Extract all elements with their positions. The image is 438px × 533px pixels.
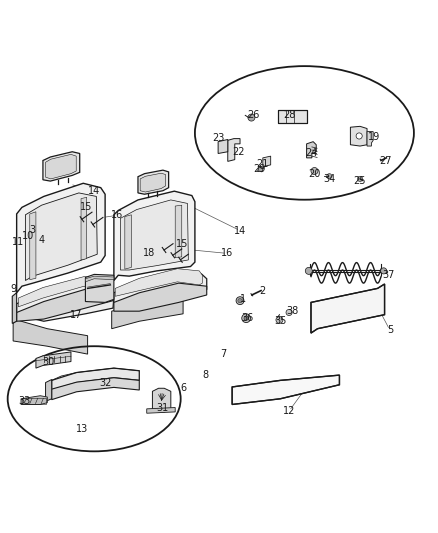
- Text: 23: 23: [212, 133, 224, 143]
- Polygon shape: [258, 167, 264, 172]
- Polygon shape: [18, 277, 110, 307]
- Circle shape: [381, 268, 387, 274]
- Text: 7: 7: [220, 349, 226, 359]
- Text: 5: 5: [387, 325, 393, 335]
- Polygon shape: [115, 269, 202, 296]
- Text: 14: 14: [234, 225, 246, 236]
- Circle shape: [357, 176, 363, 182]
- Text: 1: 1: [240, 294, 246, 304]
- Polygon shape: [232, 375, 339, 405]
- Circle shape: [244, 316, 248, 320]
- Circle shape: [242, 314, 251, 322]
- Polygon shape: [278, 110, 307, 123]
- Text: 17: 17: [70, 310, 82, 320]
- Text: 27: 27: [379, 156, 392, 166]
- Text: 14: 14: [88, 186, 100, 196]
- Text: 33: 33: [18, 397, 30, 406]
- Polygon shape: [52, 378, 139, 400]
- Circle shape: [258, 167, 263, 172]
- Text: 26: 26: [247, 109, 259, 119]
- Polygon shape: [12, 293, 17, 324]
- Text: 31: 31: [157, 403, 169, 413]
- Polygon shape: [17, 280, 114, 321]
- Polygon shape: [147, 408, 175, 413]
- Polygon shape: [21, 395, 47, 405]
- Text: 29: 29: [253, 164, 265, 174]
- Polygon shape: [263, 156, 271, 167]
- Text: 28: 28: [283, 109, 295, 119]
- Text: 13: 13: [76, 424, 88, 433]
- Circle shape: [327, 174, 332, 179]
- Text: 2: 2: [260, 286, 266, 296]
- Polygon shape: [17, 289, 113, 321]
- Bar: [22, 398, 46, 403]
- Circle shape: [236, 297, 244, 304]
- Text: 16: 16: [221, 248, 233, 259]
- Circle shape: [305, 268, 312, 274]
- Circle shape: [286, 310, 292, 316]
- Polygon shape: [46, 155, 76, 179]
- Polygon shape: [46, 379, 52, 401]
- Text: 21: 21: [257, 159, 269, 168]
- Polygon shape: [307, 142, 316, 158]
- Circle shape: [356, 133, 362, 139]
- Text: 18: 18: [143, 248, 155, 259]
- Polygon shape: [120, 200, 188, 270]
- Text: 9: 9: [10, 284, 16, 294]
- Text: 16: 16: [111, 210, 124, 220]
- Polygon shape: [367, 132, 373, 146]
- Text: 37: 37: [383, 270, 395, 280]
- Text: 8: 8: [202, 370, 208, 380]
- Text: 32: 32: [99, 377, 111, 387]
- Polygon shape: [36, 352, 71, 368]
- Polygon shape: [17, 183, 105, 293]
- Text: 10: 10: [22, 231, 35, 241]
- Polygon shape: [350, 126, 367, 146]
- Polygon shape: [311, 284, 385, 333]
- Polygon shape: [138, 170, 169, 194]
- Polygon shape: [125, 215, 131, 269]
- Text: 38: 38: [286, 306, 299, 316]
- Text: 35: 35: [274, 316, 286, 326]
- Polygon shape: [43, 152, 80, 181]
- Text: 19: 19: [367, 132, 380, 142]
- Text: 30: 30: [42, 357, 54, 367]
- Polygon shape: [140, 173, 166, 192]
- Text: 20: 20: [308, 168, 321, 179]
- Text: 34: 34: [323, 174, 336, 184]
- Polygon shape: [85, 276, 114, 282]
- Polygon shape: [85, 274, 114, 302]
- Circle shape: [311, 167, 318, 174]
- Text: 15: 15: [176, 239, 188, 249]
- Circle shape: [276, 317, 283, 324]
- Text: 4: 4: [39, 235, 45, 245]
- Text: 12: 12: [283, 406, 295, 416]
- Polygon shape: [152, 388, 171, 412]
- Text: 11: 11: [12, 237, 25, 247]
- Text: 36: 36: [241, 313, 254, 323]
- Polygon shape: [81, 197, 87, 260]
- Polygon shape: [218, 140, 228, 154]
- Polygon shape: [175, 205, 182, 258]
- Text: 3: 3: [30, 225, 36, 235]
- Polygon shape: [228, 139, 240, 161]
- Text: 6: 6: [180, 383, 186, 393]
- Polygon shape: [25, 193, 97, 280]
- Polygon shape: [114, 283, 207, 311]
- Circle shape: [238, 298, 242, 303]
- Polygon shape: [114, 272, 207, 304]
- Text: 22: 22: [233, 147, 245, 157]
- Polygon shape: [13, 320, 88, 354]
- Polygon shape: [112, 296, 183, 329]
- Text: 24: 24: [305, 149, 317, 158]
- Circle shape: [248, 114, 255, 121]
- Text: 15: 15: [80, 202, 92, 212]
- Polygon shape: [30, 212, 36, 280]
- Polygon shape: [114, 191, 195, 280]
- Polygon shape: [52, 368, 139, 390]
- Text: 25: 25: [353, 176, 365, 186]
